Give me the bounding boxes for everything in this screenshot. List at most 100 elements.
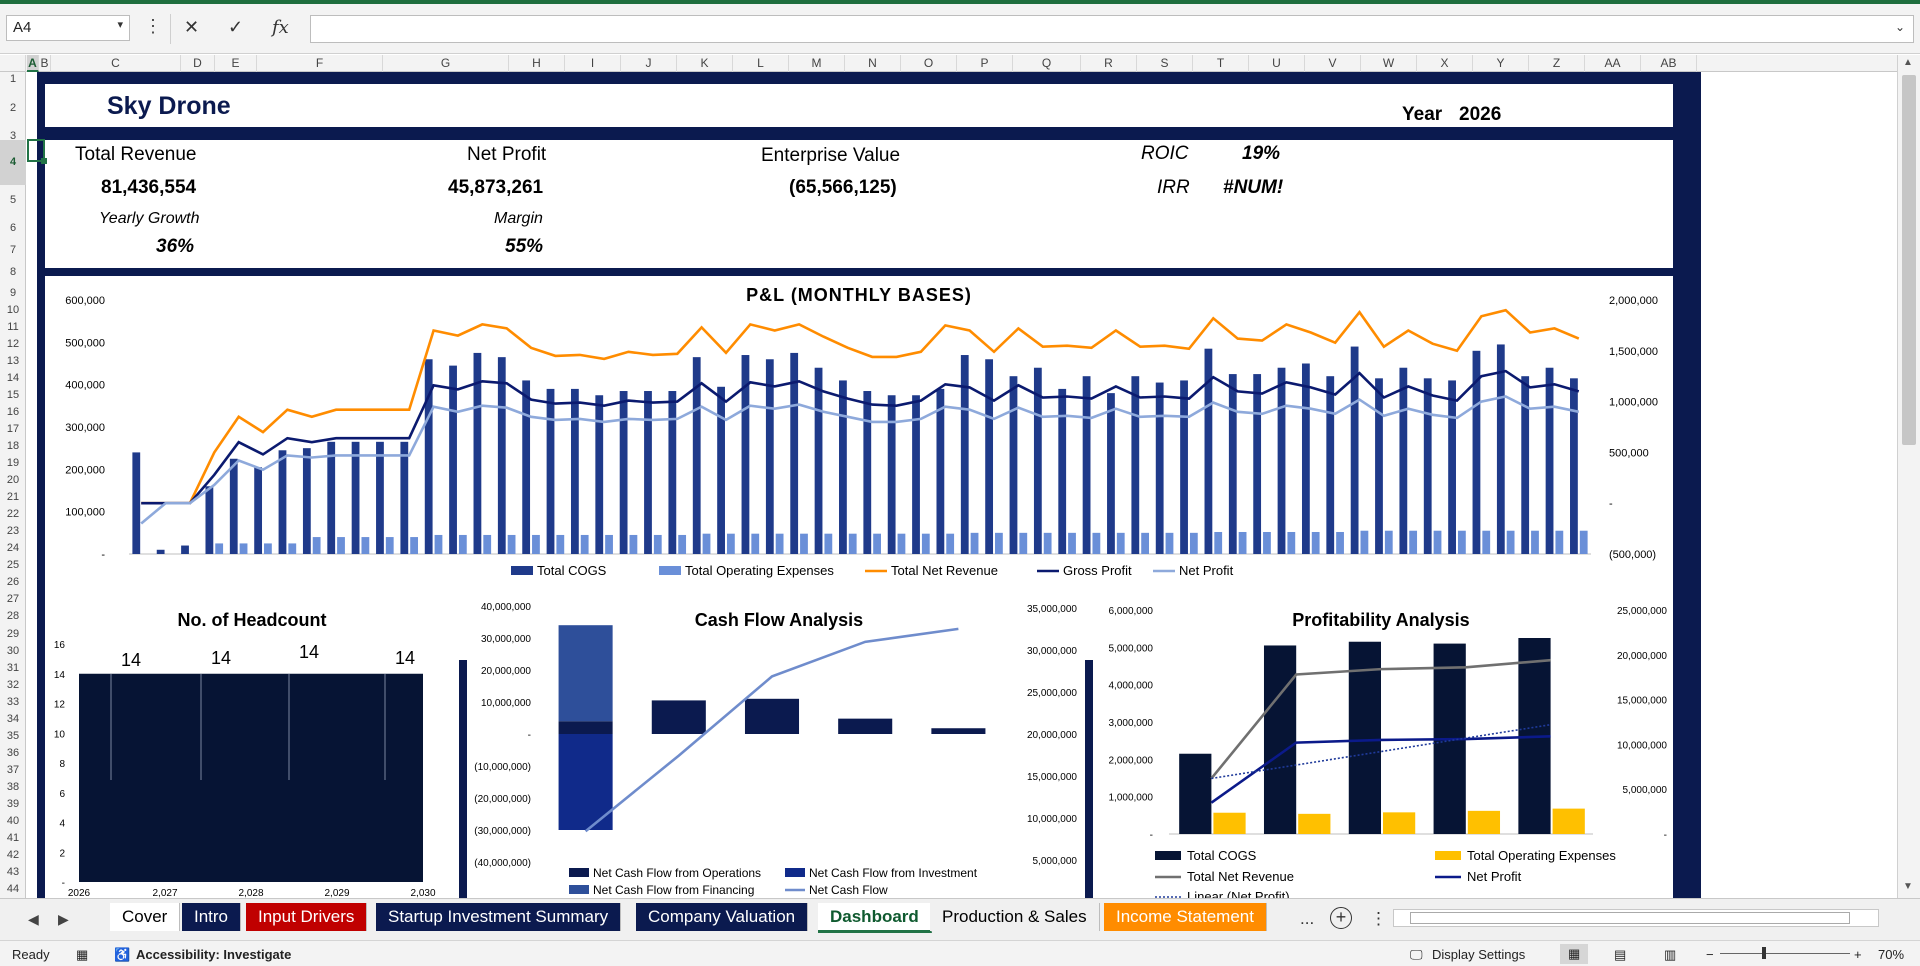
- row-header-34[interactable]: 34: [6, 713, 20, 725]
- tab-input-drivers[interactable]: Input Drivers: [246, 903, 368, 931]
- column-header-u[interactable]: U: [1249, 55, 1305, 72]
- column-header-x[interactable]: X: [1417, 55, 1473, 72]
- cashflow-chart-panel[interactable]: Cash Flow Analysis 40,000,000 30,000,000 20…: [467, 598, 1085, 898]
- cancel-icon[interactable]: ✕: [184, 17, 200, 37]
- column-header-t[interactable]: T: [1193, 55, 1249, 72]
- column-header-h[interactable]: H: [509, 55, 565, 72]
- accessibility-status[interactable]: Accessibility: Investigate: [136, 947, 292, 962]
- column-header-m[interactable]: M: [789, 55, 845, 72]
- row-header-25[interactable]: 25: [6, 559, 20, 571]
- column-header-c[interactable]: C: [51, 55, 181, 72]
- row-header-19[interactable]: 19: [6, 457, 20, 469]
- row-header-24[interactable]: 24: [6, 542, 20, 554]
- page-break-icon[interactable]: ▥: [1664, 947, 1677, 962]
- row-header-33[interactable]: 33: [6, 696, 20, 708]
- row-header-40[interactable]: 40: [6, 815, 20, 827]
- row-header-35[interactable]: 35: [6, 730, 20, 742]
- row-header-2[interactable]: 2: [9, 102, 17, 114]
- row-header-39[interactable]: 39: [6, 798, 20, 810]
- column-header-i[interactable]: I: [565, 55, 621, 72]
- column-header-r[interactable]: R: [1081, 55, 1137, 72]
- more-tabs-icon[interactable]: ...: [1300, 909, 1315, 928]
- row-header-27[interactable]: 27: [6, 593, 20, 605]
- active-cell-a4[interactable]: [27, 139, 47, 164]
- scroll-down-icon[interactable]: ▼: [1903, 881, 1913, 892]
- add-sheet-icon[interactable]: +: [1330, 907, 1352, 929]
- column-header-g[interactable]: G: [383, 55, 509, 72]
- tab-next-icon[interactable]: ▶: [58, 911, 69, 927]
- column-header-o[interactable]: O: [901, 55, 957, 72]
- horizontal-scrollbar[interactable]: [1393, 909, 1879, 927]
- scrollbar-thumb[interactable]: [1902, 75, 1916, 445]
- column-header-f[interactable]: F: [257, 55, 383, 72]
- row-header-20[interactable]: 20: [6, 474, 20, 486]
- headcount-chart-panel[interactable]: No. of Headcount 16 14 12 10 8 6 4 2 -2026 2,027 2,…: [45, 598, 459, 898]
- column-header-w[interactable]: W: [1361, 55, 1417, 72]
- row-header-9[interactable]: 9: [9, 287, 17, 299]
- column-header-l[interactable]: L: [733, 55, 789, 72]
- row-header-5[interactable]: 5: [9, 194, 17, 206]
- row-header-10[interactable]: 10: [6, 304, 20, 316]
- row-header-42[interactable]: 42: [6, 849, 20, 861]
- column-header-b[interactable]: B: [39, 55, 51, 72]
- row-header-29[interactable]: 29: [6, 628, 20, 640]
- zoom-slider-thumb[interactable]: [1762, 947, 1766, 959]
- row-header-26[interactable]: 26: [6, 576, 20, 588]
- row-header-1[interactable]: 1: [9, 73, 17, 85]
- row-header-15[interactable]: 15: [6, 389, 20, 401]
- column-header-v[interactable]: V: [1305, 55, 1361, 72]
- tab-income-statement[interactable]: Income Statement: [1104, 903, 1267, 931]
- row-header-7[interactable]: 7: [9, 244, 17, 256]
- column-header-j[interactable]: J: [621, 55, 677, 72]
- tab-production-sales[interactable]: Production & Sales: [930, 903, 1100, 931]
- row-header-30[interactable]: 30: [6, 645, 20, 657]
- row-header-4[interactable]: 4: [0, 140, 26, 185]
- row-header-6[interactable]: 6: [9, 222, 17, 234]
- column-header-aa[interactable]: AA: [1585, 55, 1641, 72]
- tab-intro[interactable]: Intro: [182, 903, 242, 931]
- row-header-12[interactable]: 12: [6, 338, 20, 350]
- column-header-ab[interactable]: AB: [1641, 55, 1697, 72]
- page-layout-icon[interactable]: ▤: [1614, 947, 1627, 962]
- worksheet-grid[interactable]: Sky Drone Year 2026 Total Revenue 81,436…: [27, 72, 1897, 898]
- row-header-3[interactable]: 3: [9, 130, 17, 142]
- column-header-y[interactable]: Y: [1473, 55, 1529, 72]
- enter-icon[interactable]: ✓: [228, 17, 244, 37]
- row-header-18[interactable]: 18: [6, 440, 20, 452]
- column-header-q[interactable]: Q: [1013, 55, 1081, 72]
- macro-recording-icon[interactable]: ▦: [76, 947, 89, 962]
- row-header-37[interactable]: 37: [6, 764, 20, 776]
- column-header-a[interactable]: A: [27, 55, 39, 72]
- zoom-level[interactable]: 70%: [1878, 947, 1905, 962]
- tab-startup-investment-summary[interactable]: Startup Investment Summary: [376, 903, 622, 931]
- column-header-d[interactable]: D: [181, 55, 215, 72]
- row-header-43[interactable]: 43: [6, 866, 20, 878]
- column-header-e[interactable]: E: [215, 55, 257, 72]
- display-settings[interactable]: Display Settings: [1432, 947, 1526, 962]
- row-header-38[interactable]: 38: [6, 781, 20, 793]
- tab-options-icon[interactable]: ⋮: [1370, 909, 1387, 928]
- tab-company-valuation[interactable]: Company Valuation: [636, 903, 809, 931]
- row-header-28[interactable]: 28: [6, 610, 20, 622]
- row-header-16[interactable]: 16: [6, 406, 20, 418]
- row-header-17[interactable]: 17: [6, 423, 20, 435]
- zoom-slider[interactable]: [1720, 953, 1850, 954]
- pnl-chart-panel[interactable]: P&L (MONTHLY BASES) 600,000 500,000 400,000…: [45, 276, 1673, 660]
- expand-formula-icon[interactable]: ⌄: [1894, 20, 1905, 34]
- profitability-chart-panel[interactable]: Profitability Analysis 6,000,000 5,000,000…: [1093, 598, 1673, 898]
- vertical-scrollbar[interactable]: ▲ ▼: [1897, 55, 1920, 898]
- row-header-32[interactable]: 32: [6, 679, 20, 691]
- more-options-icon[interactable]: ⋮: [144, 16, 162, 36]
- accessibility-icon[interactable]: ♿: [114, 947, 131, 962]
- tab-cover[interactable]: Cover: [110, 903, 181, 931]
- chevron-down-icon[interactable]: ▾: [117, 19, 123, 31]
- row-header-41[interactable]: 41: [6, 832, 20, 844]
- row-header-36[interactable]: 36: [6, 747, 20, 759]
- tab-dashboard[interactable]: Dashboard: [818, 903, 932, 933]
- row-header-14[interactable]: 14: [6, 372, 20, 384]
- column-header-p[interactable]: P: [957, 55, 1013, 72]
- row-header-44[interactable]: 44: [6, 883, 20, 895]
- name-box[interactable]: A4 ▾: [6, 15, 130, 41]
- column-header-n[interactable]: N: [845, 55, 901, 72]
- row-header-21[interactable]: 21: [6, 491, 20, 503]
